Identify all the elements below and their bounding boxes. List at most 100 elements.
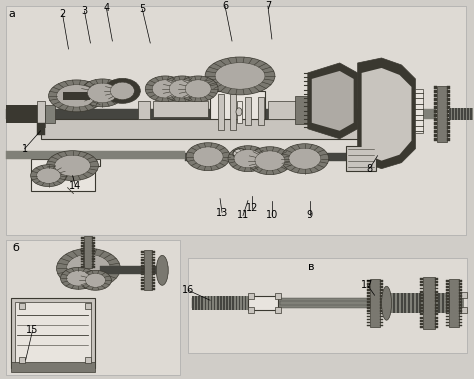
- Bar: [390, 293, 392, 313]
- Bar: [210, 91, 265, 131]
- Bar: [447, 90, 450, 93]
- Bar: [463, 108, 465, 120]
- Ellipse shape: [193, 147, 223, 166]
- Bar: [459, 301, 462, 302]
- Bar: [455, 293, 457, 313]
- Bar: [454, 108, 456, 120]
- Bar: [231, 296, 232, 310]
- Bar: [366, 292, 370, 294]
- Bar: [141, 274, 144, 276]
- Bar: [459, 286, 462, 288]
- Bar: [141, 268, 144, 270]
- Bar: [366, 316, 370, 318]
- Bar: [447, 298, 449, 299]
- Bar: [401, 293, 402, 313]
- Bar: [447, 134, 450, 137]
- Bar: [346, 146, 375, 171]
- Bar: [459, 289, 462, 291]
- Ellipse shape: [248, 147, 292, 175]
- Bar: [141, 254, 144, 255]
- Bar: [447, 313, 449, 315]
- Bar: [380, 295, 383, 296]
- Bar: [380, 292, 383, 294]
- Ellipse shape: [110, 82, 134, 100]
- Bar: [447, 126, 450, 128]
- Bar: [245, 296, 246, 310]
- Ellipse shape: [169, 80, 195, 98]
- Bar: [459, 280, 462, 282]
- Bar: [438, 86, 447, 142]
- Ellipse shape: [178, 76, 218, 102]
- Bar: [144, 251, 152, 290]
- Bar: [447, 289, 449, 291]
- Bar: [380, 310, 383, 312]
- Bar: [85, 303, 91, 309]
- Bar: [447, 301, 449, 302]
- Bar: [6, 109, 365, 119]
- Bar: [237, 296, 239, 310]
- Bar: [380, 319, 383, 321]
- Bar: [141, 285, 144, 287]
- Ellipse shape: [236, 108, 242, 116]
- Bar: [461, 307, 467, 313]
- Ellipse shape: [185, 80, 211, 98]
- Bar: [447, 102, 450, 105]
- Ellipse shape: [234, 150, 262, 168]
- Ellipse shape: [80, 270, 111, 290]
- Bar: [188, 258, 467, 353]
- Bar: [447, 99, 450, 101]
- Bar: [447, 138, 450, 141]
- Bar: [380, 304, 383, 305]
- Bar: [14, 105, 16, 123]
- Ellipse shape: [81, 79, 124, 107]
- Bar: [434, 110, 438, 113]
- Bar: [228, 296, 229, 310]
- Bar: [410, 293, 412, 313]
- Bar: [436, 281, 438, 283]
- Bar: [436, 304, 438, 306]
- Bar: [459, 325, 462, 326]
- Bar: [420, 313, 423, 315]
- Bar: [366, 310, 370, 312]
- Bar: [366, 301, 370, 302]
- Bar: [6, 240, 180, 375]
- Bar: [30, 105, 32, 123]
- Bar: [92, 245, 95, 246]
- Bar: [434, 130, 438, 133]
- Bar: [220, 296, 222, 310]
- Ellipse shape: [281, 144, 329, 174]
- Bar: [152, 277, 155, 278]
- Bar: [192, 298, 392, 308]
- Bar: [461, 293, 463, 313]
- Bar: [141, 282, 144, 284]
- Bar: [366, 298, 370, 299]
- Text: 5: 5: [139, 4, 146, 14]
- Text: 14: 14: [69, 180, 82, 191]
- Ellipse shape: [156, 255, 168, 285]
- Bar: [236, 296, 237, 310]
- Bar: [418, 293, 419, 313]
- Bar: [420, 304, 423, 306]
- Bar: [82, 237, 84, 238]
- Bar: [434, 102, 438, 105]
- Ellipse shape: [66, 271, 91, 286]
- Ellipse shape: [88, 83, 118, 103]
- Bar: [370, 279, 380, 327]
- Bar: [436, 320, 438, 322]
- Bar: [380, 280, 383, 282]
- Bar: [436, 310, 438, 312]
- Bar: [29, 105, 30, 123]
- Ellipse shape: [104, 78, 140, 103]
- Bar: [366, 286, 370, 288]
- Bar: [366, 283, 370, 285]
- Bar: [447, 114, 450, 117]
- Bar: [248, 296, 278, 310]
- Text: в: в: [308, 262, 314, 273]
- Bar: [211, 296, 212, 310]
- Ellipse shape: [152, 80, 178, 98]
- Bar: [82, 255, 84, 257]
- Bar: [205, 296, 206, 310]
- Bar: [447, 286, 449, 288]
- Bar: [447, 295, 449, 296]
- Bar: [380, 283, 383, 285]
